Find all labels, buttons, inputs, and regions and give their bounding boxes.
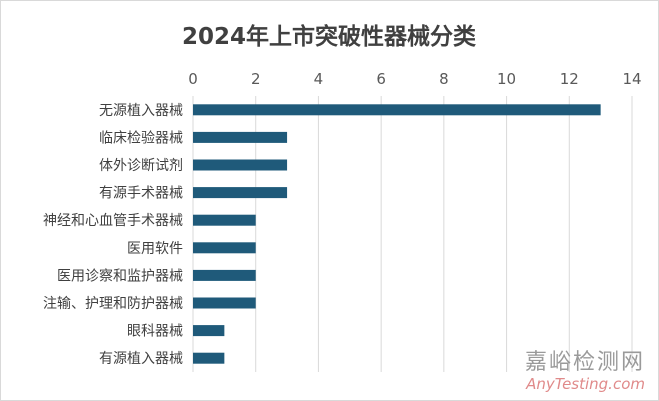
bar <box>193 325 225 337</box>
category-label: 临床检验器械 <box>99 130 183 146</box>
bar <box>193 269 256 281</box>
bar <box>193 131 288 143</box>
category-label: 注输、护理和防护器械 <box>43 296 183 312</box>
bar <box>193 352 225 364</box>
x-tick-label: 0 <box>188 70 198 88</box>
bar <box>193 242 256 254</box>
watermark-brand: 嘉峪检测网 <box>524 350 645 375</box>
bar <box>193 297 256 309</box>
watermark-site: AnyTesting.com <box>526 375 645 393</box>
bar <box>193 159 288 171</box>
category-label: 神经和心血管手术器械 <box>43 213 183 229</box>
category-label: 体外诊断试剂 <box>99 158 183 174</box>
bars <box>193 104 601 364</box>
category-label: 医用诊察和监护器械 <box>57 267 183 284</box>
x-tick-label: 4 <box>314 70 324 88</box>
x-tick-label: 8 <box>439 70 449 88</box>
category-label: 眼科器械 <box>127 324 183 340</box>
category-labels: 无源植入器械临床检验器械体外诊断试剂有源手术器械神经和心血管手术器械医用软件医用… <box>43 103 183 367</box>
watermark: 嘉峪检测网 AnyTesting.com <box>524 350 645 394</box>
category-label: 有源植入器械 <box>99 351 183 367</box>
x-tick-label: 6 <box>376 70 386 88</box>
category-label: 有源手术器械 <box>99 186 183 202</box>
bar <box>193 214 256 226</box>
x-tick-label: 2 <box>251 70 261 88</box>
x-tick-label: 10 <box>497 70 516 88</box>
category-label: 医用软件 <box>127 241 183 257</box>
x-tick-label: 12 <box>560 70 579 88</box>
chart-title: 2024年上市突破性器械分类 <box>182 23 476 50</box>
bar <box>193 104 601 116</box>
x-tick-labels: 0 2 4 6 8 10 12 14 <box>188 70 641 88</box>
category-label: 无源植入器械 <box>99 103 183 119</box>
x-tick-label: 14 <box>622 70 641 88</box>
bar <box>193 187 288 199</box>
